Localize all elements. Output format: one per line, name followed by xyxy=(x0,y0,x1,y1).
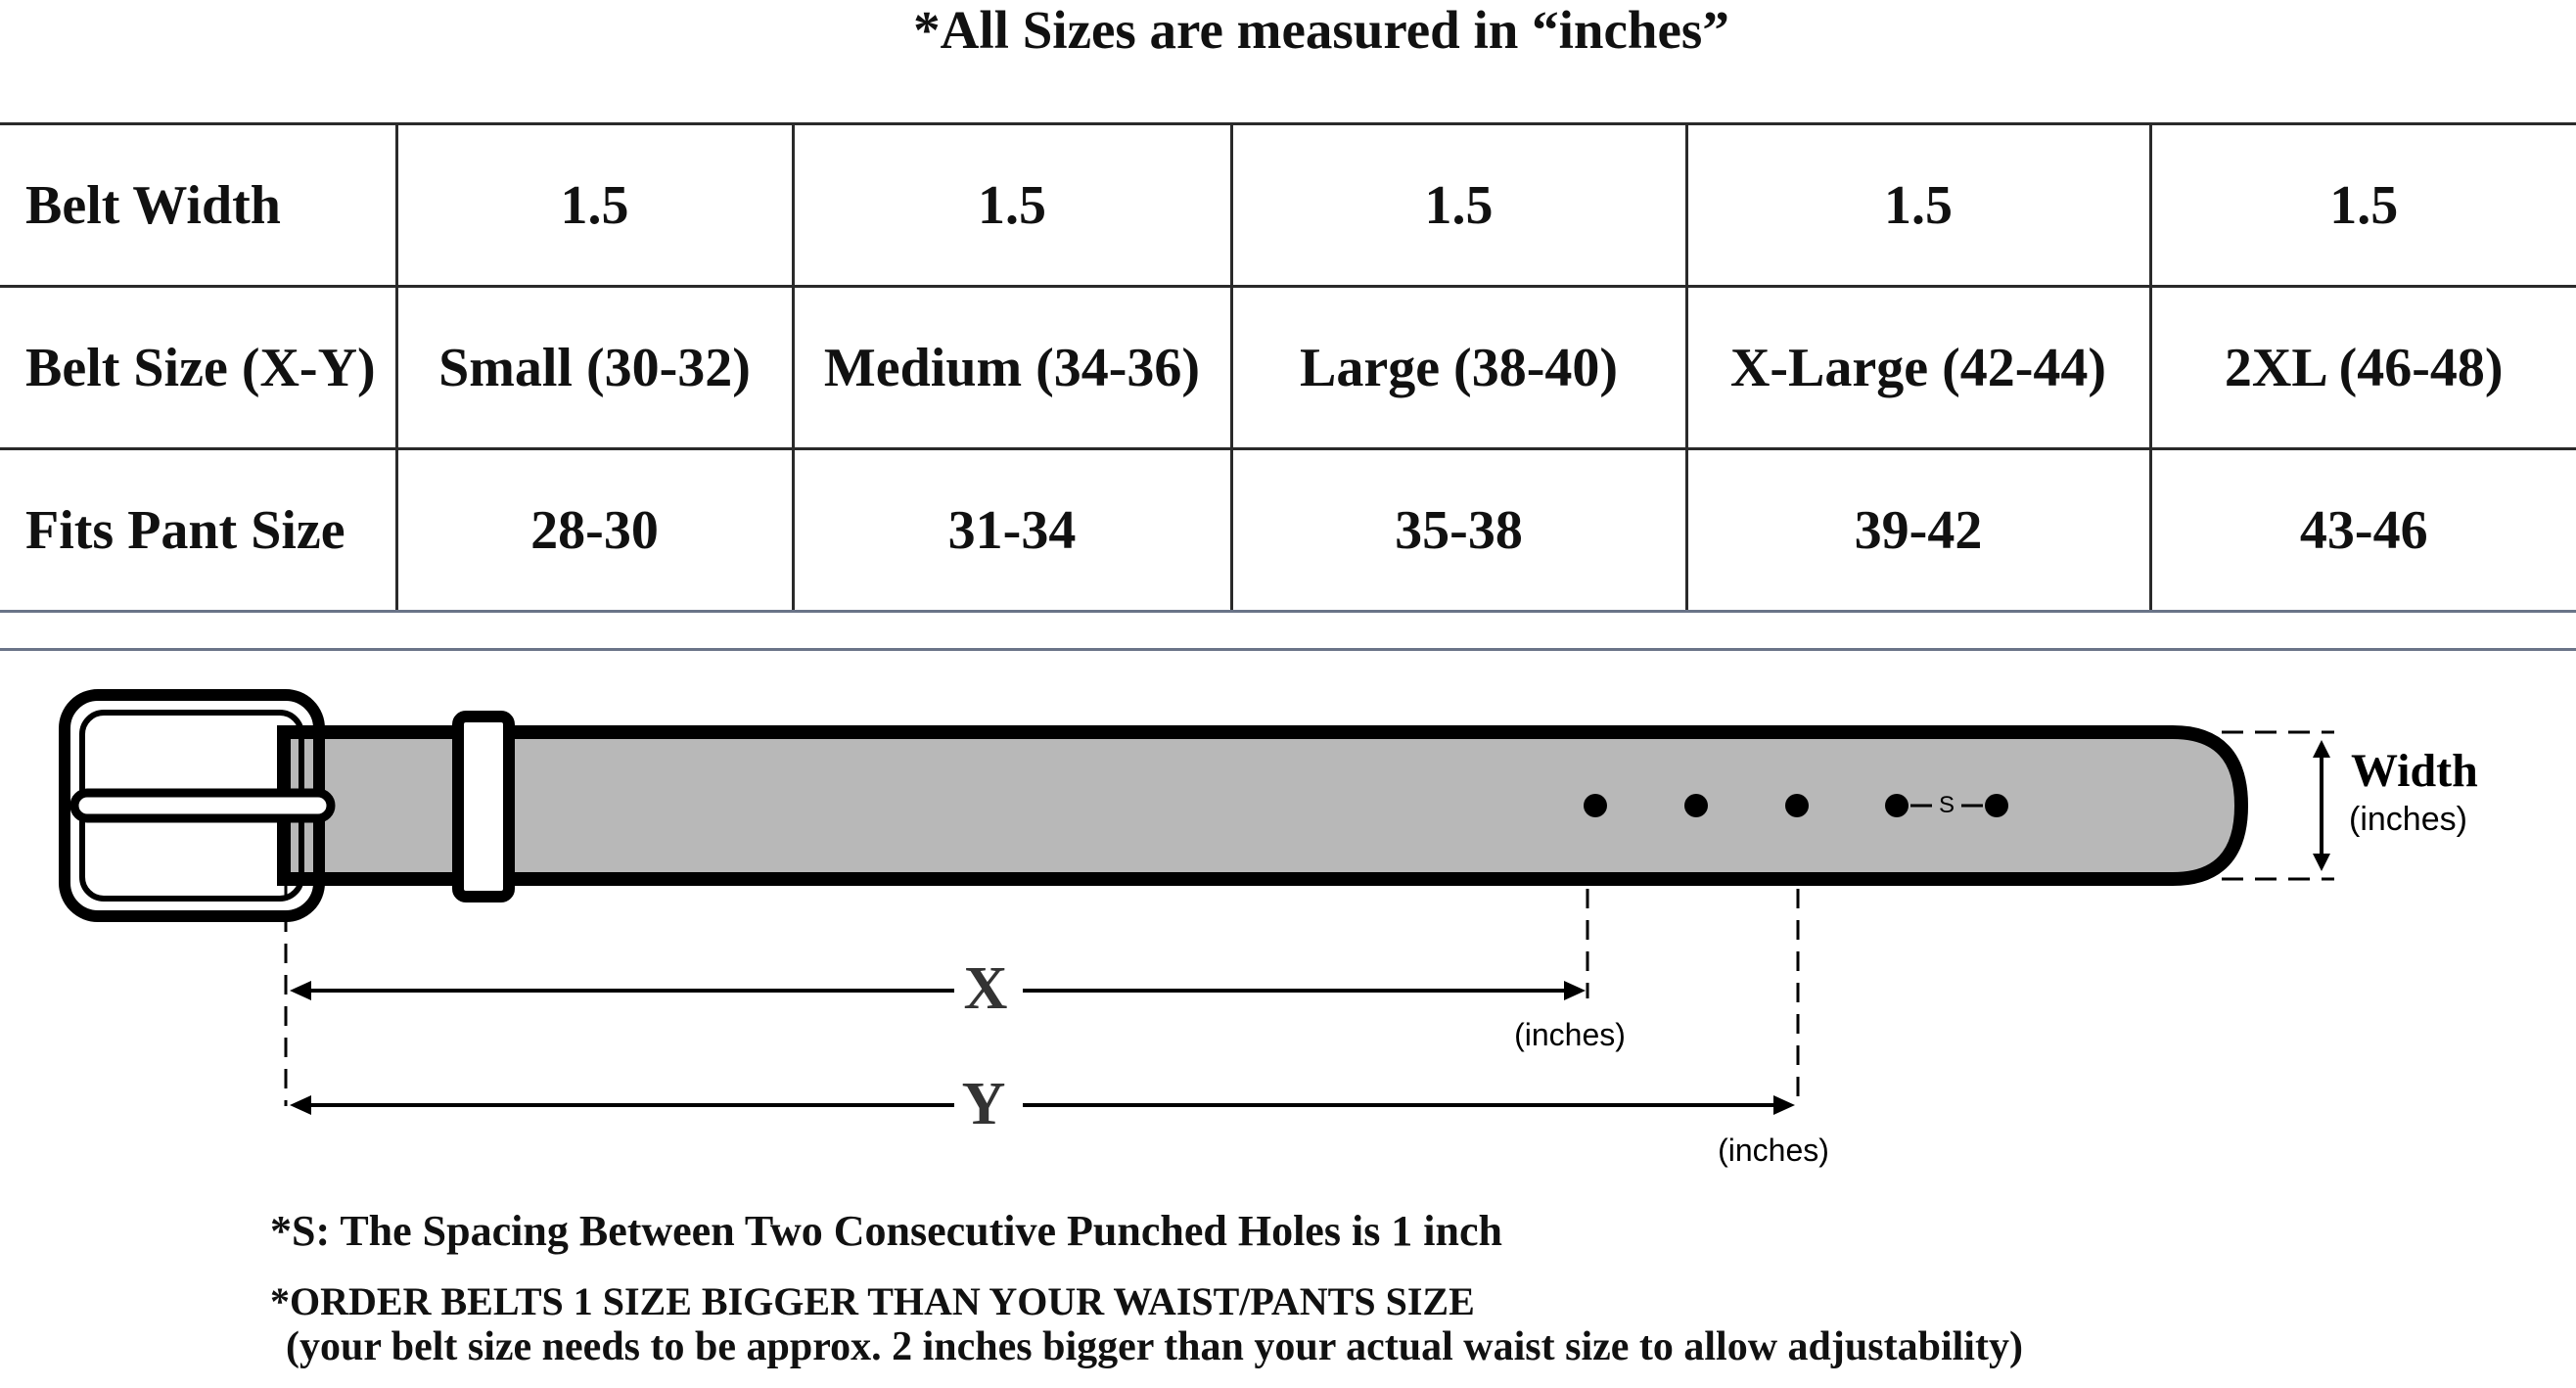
table-cell: 35-38 xyxy=(1229,447,1688,613)
table-row-pant-size: Fits Pant Size 28-30 31-34 35-38 39-42 4… xyxy=(0,447,2576,613)
width-arrowhead-down xyxy=(2313,854,2330,871)
x-arrowhead-right xyxy=(1564,981,1586,1000)
table-cell: 43-46 xyxy=(2148,447,2576,613)
row-label: Belt Width xyxy=(0,122,398,288)
row-label: Belt Size (X-Y) xyxy=(0,285,398,450)
x-unit: (inches) xyxy=(1514,1017,1626,1052)
spacing-note: *S: The Spacing Between Two Consecutive … xyxy=(270,1207,1503,1255)
table-cell: 2XL (46-48) xyxy=(2148,285,2576,450)
y-arrowhead-left xyxy=(290,1095,311,1115)
punch-hole xyxy=(1785,794,1809,817)
table-cell: Small (30-32) xyxy=(394,285,795,450)
table-cell: Large (38-40) xyxy=(1229,285,1688,450)
table-cell: 31-34 xyxy=(791,447,1233,613)
spacing-label: S xyxy=(1939,792,1955,818)
punch-hole xyxy=(1684,794,1708,817)
x-label: X xyxy=(964,955,1008,1022)
table-cell: Medium (34-36) xyxy=(791,285,1233,450)
order-note: *ORDER BELTS 1 SIZE BIGGER THAN YOUR WAI… xyxy=(270,1279,1475,1323)
table-cell: 1.5 xyxy=(791,122,1233,288)
adjustability-note: (your belt size needs to be approx. 2 in… xyxy=(286,1324,2023,1369)
width-arrowhead-up xyxy=(2313,740,2330,758)
width-label: Width xyxy=(2351,745,2478,797)
table-row-belt-size: Belt Size (X-Y) Small (30-32) Medium (34… xyxy=(0,285,2576,450)
table-cell: 1.5 xyxy=(394,122,795,288)
table-cell: 39-42 xyxy=(1684,447,2152,613)
table-cell: 1.5 xyxy=(1684,122,2152,288)
separator-line xyxy=(0,610,2576,613)
x-arrowhead-left xyxy=(290,981,311,1000)
belt-diagram: S Width (inches) X (inches) Y (inches) xyxy=(59,689,2478,1168)
punch-hole xyxy=(1584,794,1607,817)
y-label: Y xyxy=(962,1071,1006,1137)
size-chart-table: Belt Width 1.5 1.5 1.5 1.5 1.5 Belt Size… xyxy=(0,122,2576,613)
belt-loop xyxy=(452,711,515,902)
separator-line xyxy=(0,648,2576,651)
y-unit: (inches) xyxy=(1718,1133,1829,1168)
y-arrowhead-right xyxy=(1773,1095,1795,1115)
width-unit: (inches) xyxy=(2349,801,2467,838)
punch-hole xyxy=(1885,794,1909,817)
table-cell: X-Large (42-44) xyxy=(1684,285,2152,450)
buckle-prong xyxy=(69,788,336,823)
table-cell: 1.5 xyxy=(2148,122,2576,288)
table-cell: 28-30 xyxy=(394,447,795,613)
table-row-belt-width: Belt Width 1.5 1.5 1.5 1.5 1.5 xyxy=(0,122,2576,288)
page-heading: *All Sizes are measured in “inches” xyxy=(913,0,1729,60)
row-label: Fits Pant Size xyxy=(0,447,398,613)
punch-hole xyxy=(1985,794,2008,817)
belt-strap xyxy=(277,725,2249,886)
table-cell: 1.5 xyxy=(1229,122,1688,288)
